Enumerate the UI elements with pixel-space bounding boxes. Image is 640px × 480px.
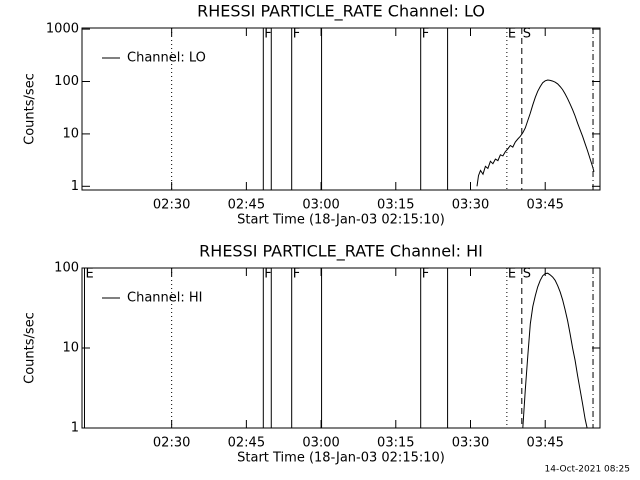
y-tick-label: 10 (62, 126, 79, 141)
flag-label: E (508, 267, 516, 282)
x-tick-label: 03:00 (302, 198, 339, 213)
flag-label: E (508, 27, 516, 42)
legend-label: Channel: LO (127, 51, 206, 66)
x-tick-label: 03:30 (452, 436, 489, 451)
x-tick-label: 03:45 (526, 198, 563, 213)
y-axis-label: Counts/sec (23, 312, 38, 384)
y-tick-label: 1 (71, 421, 79, 436)
data-line (522, 272, 588, 429)
x-axis-label: Start Time (18-Jan-03 02:15:10) (237, 213, 445, 228)
y-tick-label: 1 (71, 179, 79, 194)
flag-label: F (264, 267, 271, 282)
flag-label: F (422, 27, 429, 42)
flag-label: E (85, 267, 93, 282)
flag-label: F (293, 267, 300, 282)
y-tick-label: 1000 (46, 22, 79, 37)
x-tick-label: 03:15 (377, 436, 414, 451)
x-tick-label: 02:45 (228, 198, 265, 213)
y-tick-label: 100 (54, 74, 79, 89)
x-tick-label: 02:45 (228, 436, 265, 451)
chart-title: RHESSI PARTICLE_RATE Channel: LO (197, 2, 485, 22)
flag-label: S (523, 267, 531, 282)
flag-label: F (422, 267, 429, 282)
x-tick-label: 02:30 (153, 198, 190, 213)
x-tick-label: 03:15 (377, 198, 414, 213)
y-tick-label: 10 (62, 341, 79, 356)
y-axis-label: Counts/sec (23, 73, 38, 145)
x-tick-label: 02:30 (153, 436, 190, 451)
x-tick-label: 03:00 (302, 436, 339, 451)
data-line (476, 79, 595, 187)
chart-title: RHESSI PARTICLE_RATE Channel: HI (199, 242, 483, 262)
flag-label: F (293, 27, 300, 42)
footer: 14-Oct-2021 08:25 (545, 465, 630, 475)
y-tick-label: 100 (54, 261, 79, 276)
plot-frame (81, 27, 601, 191)
x-tick-label: 03:45 (526, 436, 563, 451)
legend-label: Channel: HI (127, 291, 203, 306)
x-tick-label: 03:30 (452, 198, 489, 213)
flag-label: S (523, 27, 531, 42)
x-axis-label: Start Time (18-Jan-03 02:15:10) (237, 451, 445, 466)
flag-label: F (264, 27, 271, 42)
